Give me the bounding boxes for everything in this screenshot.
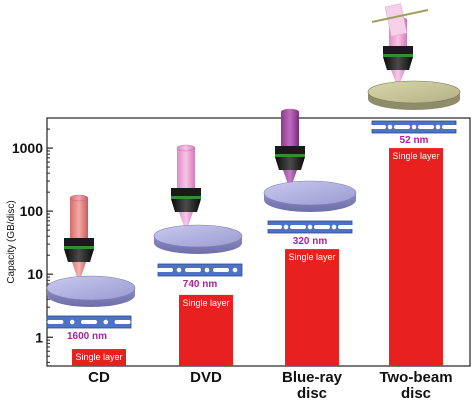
bar bbox=[179, 294, 233, 366]
pitch-label: 1600 nm bbox=[67, 331, 107, 342]
track-pitch-strip bbox=[157, 263, 243, 277]
pitch-label: 52 nm bbox=[400, 135, 429, 146]
y-tick-label: 100 bbox=[20, 203, 44, 219]
y-axis-label: Capacity (GB/disc) bbox=[6, 200, 17, 283]
track-pitch-strip bbox=[370, 120, 458, 134]
pitch-label: 320 nm bbox=[293, 236, 328, 247]
category-label: disc bbox=[297, 385, 327, 402]
category-label: disc bbox=[401, 385, 431, 402]
y-ticks: 1 10 100 1000 bbox=[12, 117, 53, 363]
bars: Single layer Single layer Single layer Sing… bbox=[72, 148, 443, 366]
optical-disc bbox=[153, 224, 243, 254]
category-label: Blue-ray bbox=[282, 369, 343, 386]
optical-disc bbox=[46, 275, 136, 307]
layer-label: Single layer bbox=[182, 298, 229, 308]
layer-label: Single layer bbox=[288, 252, 335, 262]
pitch-label: 740 nm bbox=[183, 279, 218, 290]
bar bbox=[285, 249, 339, 366]
category-label: Two-beam bbox=[379, 369, 452, 386]
second-beam bbox=[371, 3, 429, 37]
disc-illustrations: 1600 nm 740 nm 320 nm 52 nm bbox=[46, 3, 461, 342]
track-pitch-strip bbox=[46, 315, 132, 329]
laser-lens-assembly bbox=[64, 194, 94, 283]
plot-frame bbox=[46, 117, 471, 367]
category-label: CD bbox=[88, 369, 110, 386]
track-pitch-strip bbox=[266, 220, 354, 234]
bar bbox=[72, 349, 126, 366]
y-tick-label: 10 bbox=[27, 266, 43, 282]
layer-label: Single layer bbox=[75, 352, 122, 362]
y-tick-label: 1 bbox=[35, 329, 43, 345]
layer-label: Single layer bbox=[392, 151, 439, 161]
laser-lens-assembly bbox=[171, 144, 201, 232]
optical-disc bbox=[367, 80, 461, 110]
optical-disc bbox=[263, 180, 357, 212]
laser-lens-assembly bbox=[275, 108, 305, 190]
category-label: DVD bbox=[190, 369, 222, 386]
y-tick-label: 1000 bbox=[12, 140, 43, 156]
bar bbox=[389, 148, 443, 366]
